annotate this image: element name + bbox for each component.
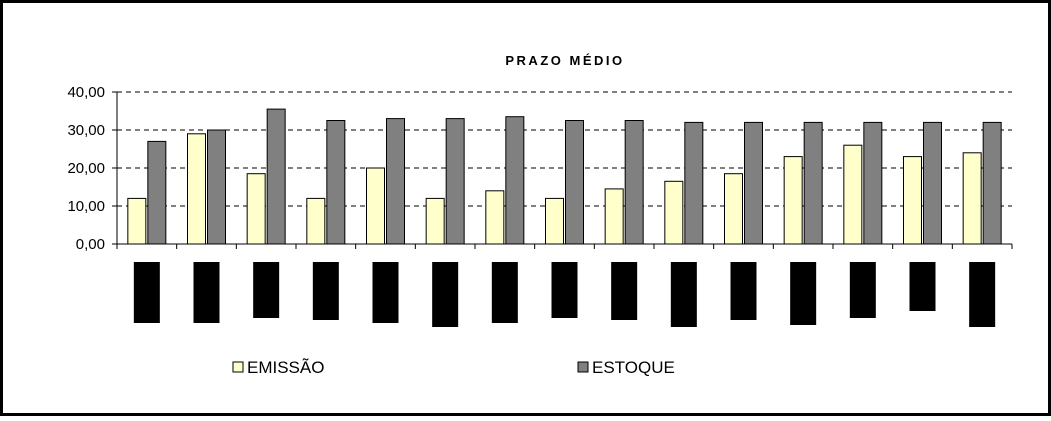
redacted-category-label [491,262,518,323]
bar-estoque [386,118,405,245]
redacted-category-labels [133,262,996,327]
bar-estoque [445,118,465,245]
bar-emissao [485,190,505,245]
y-tick-label: 30,00 [67,122,105,139]
bar-estoque [147,140,167,245]
bar-emissao [724,173,743,245]
bar-emissao [903,156,922,245]
bar-emissao [425,197,445,245]
redacted-category-label [312,262,339,320]
bar-estoque [863,121,883,245]
bar-emissao [962,152,982,245]
bar-estoque [744,121,763,245]
bar-emissao [783,156,803,245]
redacted-category-label [372,262,399,323]
chart-title: PRAZO MÉDIO [505,53,624,68]
y-tick-label: 10,00 [67,198,105,215]
y-tick-label: 40,00 [67,84,105,101]
bar-estoque [505,116,525,245]
bar-estoque [326,120,346,245]
redacted-category-label [432,262,459,327]
legend-swatch [577,361,589,373]
redacted-category-label [790,262,817,325]
bar-emissao [127,197,147,245]
bar-emissao [545,197,564,245]
legend-swatch [232,361,244,373]
bar-estoque [207,129,226,245]
bar-emissao [604,188,624,245]
redacted-category-label [909,262,936,311]
axes: 0,00 10,00 20,00 30,00 40,00 [67,84,1013,253]
bars [127,108,1002,245]
bar-emissao [306,197,326,245]
redacted-category-label [849,262,876,318]
bar-estoque [923,121,942,245]
redacted-category-label [551,262,578,318]
redacted-category-label [670,262,697,327]
legend-label: ESTOQUE [592,358,675,377]
bar-estoque [684,121,704,245]
bar-emissao [187,133,206,245]
redacted-category-label [193,262,220,323]
bar-estoque [565,120,584,245]
redacted-category-label [611,262,638,320]
bar-estoque [624,120,644,245]
y-tick-label: 0,00 [76,236,105,253]
bar-estoque [982,121,1002,245]
bar-emissao [246,173,266,245]
redacted-category-label [969,262,996,327]
redacted-category-label [133,262,160,323]
redacted-category-label [253,262,280,318]
y-tick-label: 20,00 [67,160,105,177]
bar-estoque [803,121,823,245]
bar-emissao [664,180,684,245]
legend: EMISSÃO ESTOQUE [232,358,675,377]
bar-emissao [843,144,863,245]
redacted-category-label [730,262,757,320]
bar-emissao [366,167,385,245]
bar-estoque [266,108,286,245]
legend-label: EMISSÃO [247,358,324,377]
